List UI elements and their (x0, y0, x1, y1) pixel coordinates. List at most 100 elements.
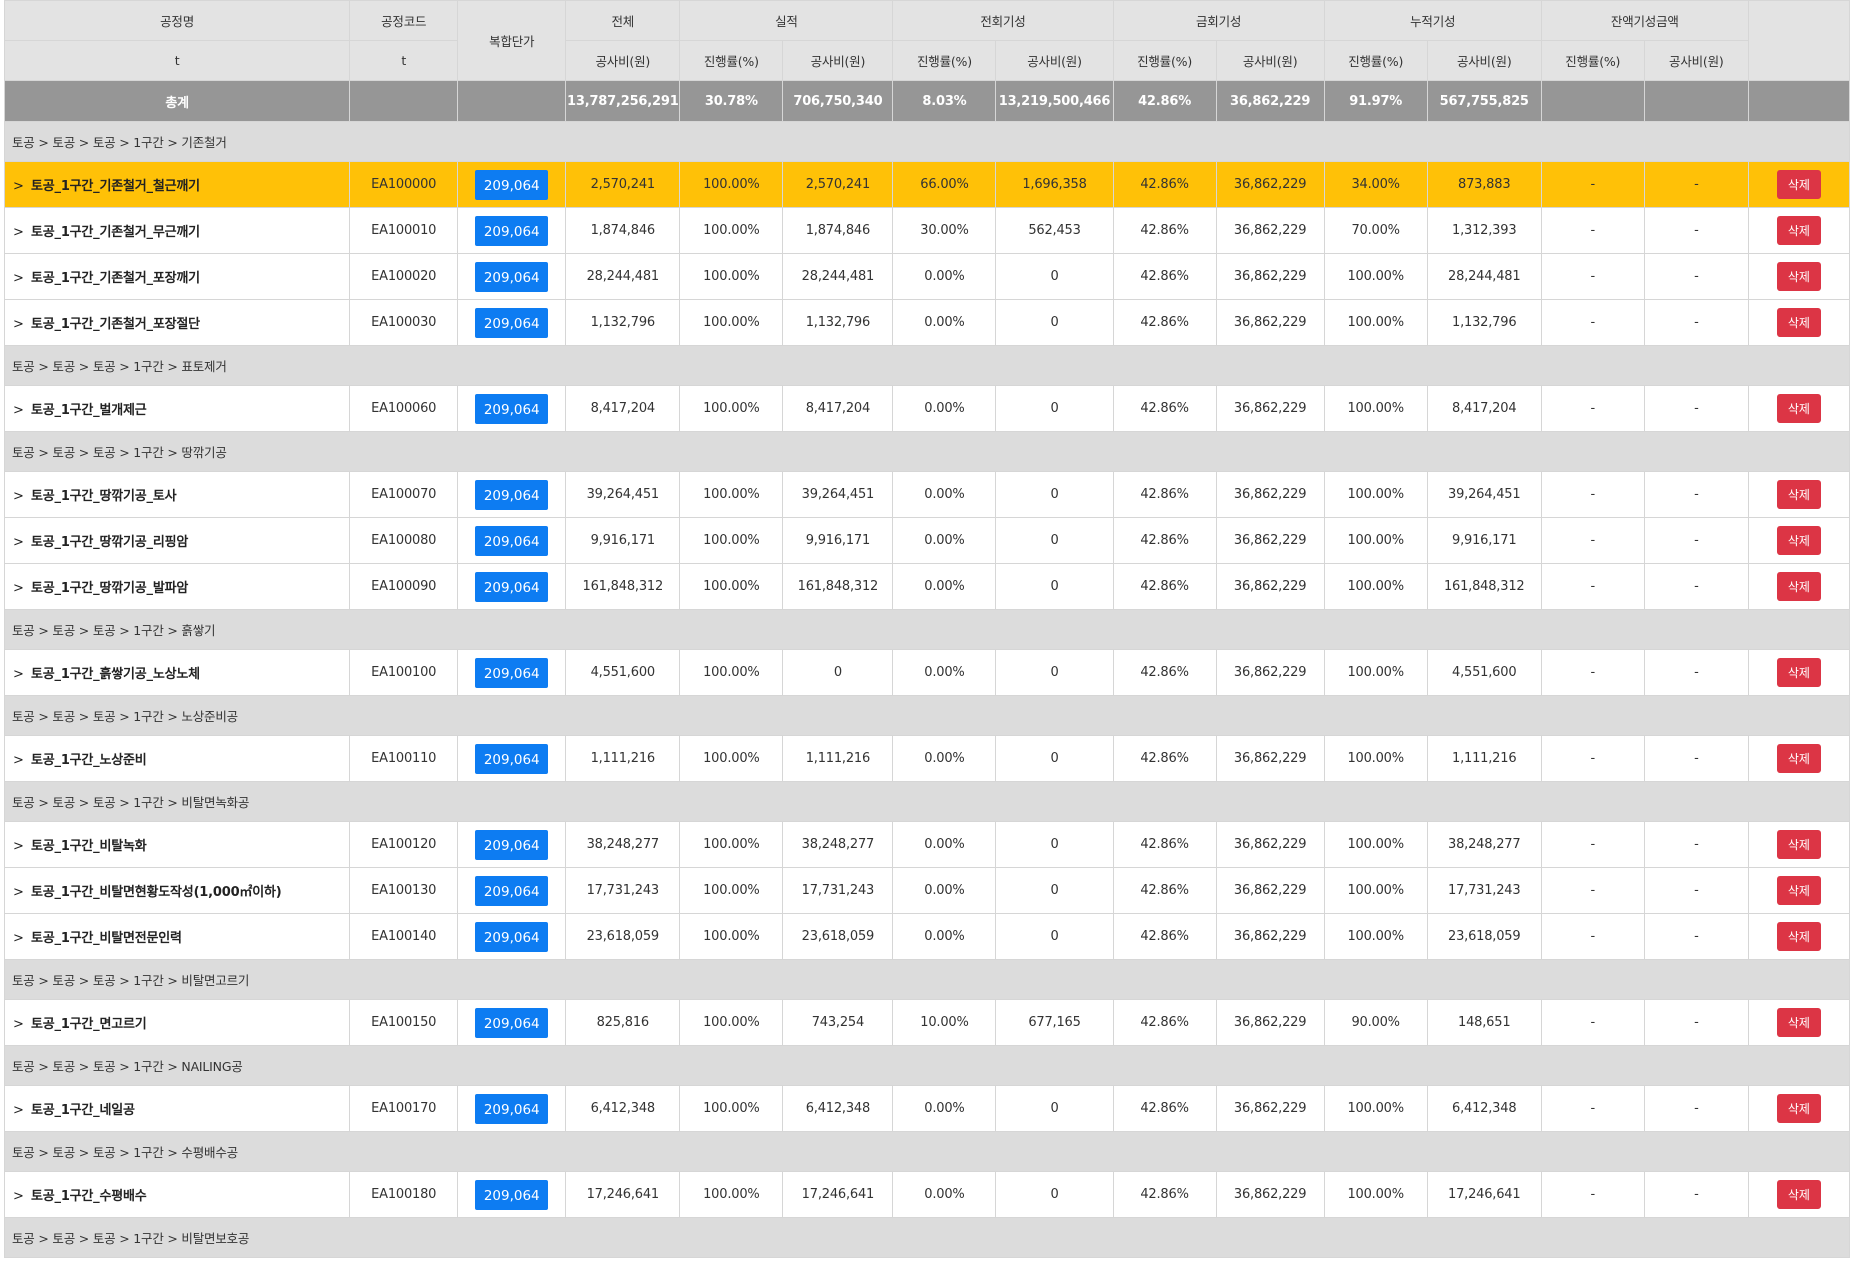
delete-button[interactable]: 삭제 (1776, 170, 1821, 199)
delete-button[interactable]: 삭제 (1776, 480, 1821, 509)
prev-progress: 0.00% (892, 253, 997, 300)
table-row[interactable]: > 토공_1구간_땅깎기공_발파암 EA100090 209,064 161,848,3… (3, 563, 1850, 610)
composite-unit-price-button[interactable]: 209,064 (475, 393, 549, 424)
process-name-cell[interactable]: > 토공_1구간_벌개제근 (3, 385, 351, 432)
expand-chevron-icon[interactable]: > (13, 753, 24, 768)
table-row[interactable]: > 토공_1구간_면고르기 EA100150 209,064 825,816 100.00… (3, 999, 1850, 1046)
expand-chevron-icon[interactable]: > (13, 179, 24, 194)
cum-cost: 148,651 (1426, 999, 1542, 1046)
expand-chevron-icon[interactable]: > (13, 1017, 24, 1032)
composite-unit-price-button[interactable]: 209,064 (475, 743, 549, 774)
delete-button[interactable]: 삭제 (1776, 394, 1821, 423)
expand-chevron-icon[interactable]: > (13, 1103, 24, 1118)
expand-chevron-icon[interactable]: > (13, 885, 24, 900)
table-row[interactable]: > 토공_1구간_비탈녹화 EA100120 209,064 38,248,277 100… (3, 821, 1850, 868)
table-row[interactable]: > 토공_1구간_수평배수 EA100180 209,064 17,246,641 100… (3, 1171, 1850, 1218)
delete-button[interactable]: 삭제 (1776, 830, 1821, 859)
table-row[interactable]: > 토공_1구간_비탈면전문인력 EA100140 209,064 23,618,059… (3, 913, 1850, 960)
process-name-cell[interactable]: > 토공_1구간_땅깎기공_토사 (3, 471, 351, 518)
actions-cell: 삭제 (1747, 385, 1850, 432)
expand-chevron-icon[interactable]: > (13, 931, 24, 946)
process-name-cell[interactable]: > 토공_1구간_땅깎기공_발파암 (3, 563, 351, 610)
table-row[interactable]: > 토공_1구간_땅깎기공_토사 EA100070 209,064 39,264,451… (3, 471, 1850, 518)
expand-chevron-icon[interactable]: > (13, 535, 24, 550)
process-name-cell[interactable]: > 토공_1구간_네일공 (3, 1085, 351, 1132)
delete-button[interactable]: 삭제 (1776, 1008, 1821, 1037)
prev-progress: 0.00% (892, 517, 997, 564)
process-name-cell[interactable]: > 토공_1구간_비탈녹화 (3, 821, 351, 868)
process-code: EA100020 (349, 253, 459, 300)
table-row[interactable]: > 토공_1구간_벌개제근 EA100060 209,064 8,417,204 100.… (3, 385, 1850, 432)
process-name-cell[interactable]: > 토공_1구간_땅깎기공_리핑암 (3, 517, 351, 564)
cur-progress: 42.86% (1112, 999, 1217, 1046)
prev-cost: 0 (995, 517, 1114, 564)
process-name-cell[interactable]: > 토공_1구간_수평배수 (3, 1171, 351, 1218)
cum-progress: 100.00% (1323, 913, 1428, 960)
table-row[interactable]: > 토공_1구간_땅깎기공_리핑암 EA100080 209,064 9,916,171… (3, 517, 1850, 564)
expand-chevron-icon[interactable]: > (13, 581, 24, 596)
expand-chevron-icon[interactable]: > (13, 403, 24, 418)
subheader-prev-progress: 진행률(%) (892, 40, 997, 81)
table-row[interactable]: > 토공_1구간_기존철거_철근깨기 EA100000 209,064 2,570,24… (3, 161, 1850, 208)
table-row[interactable]: > 토공_1구간_흙쌓기공_노상노체 EA100100 209,064 4,551,60… (3, 649, 1850, 696)
process-name-cell[interactable]: > 토공_1구간_흙쌓기공_노상노체 (3, 649, 351, 696)
process-name-cell[interactable]: > 토공_1구간_기존철거_무근깨기 (3, 207, 351, 254)
composite-unit-price-button[interactable]: 209,064 (475, 1179, 549, 1210)
composite-unit-price-button[interactable]: 209,064 (475, 169, 549, 200)
expand-chevron-icon[interactable]: > (13, 839, 24, 854)
delete-button[interactable]: 삭제 (1776, 922, 1821, 951)
composite-unit-price-button[interactable]: 209,064 (475, 479, 549, 510)
process-name-cell[interactable]: > 토공_1구간_면고르기 (3, 999, 351, 1046)
delete-button[interactable]: 삭제 (1776, 572, 1821, 601)
table-row[interactable]: > 토공_1구간_기존철거_포장절단 EA100030 209,064 1,132,79… (3, 299, 1850, 346)
remaining-progress: - (1540, 999, 1645, 1046)
delete-button[interactable]: 삭제 (1776, 658, 1821, 687)
composite-unit-price-button[interactable]: 209,064 (475, 525, 549, 556)
delete-button[interactable]: 삭제 (1776, 262, 1821, 291)
expand-chevron-icon[interactable]: > (13, 1189, 24, 1204)
composite-unit-price-button[interactable]: 209,064 (475, 215, 549, 246)
table-row[interactable]: > 토공_1구간_노상준비 EA100110 209,064 1,111,216 100.… (3, 735, 1850, 782)
cur-cost: 36,862,229 (1215, 207, 1325, 254)
composite-unit-price-button[interactable]: 209,064 (475, 571, 549, 602)
table-row[interactable]: > 토공_1구간_기존철거_포장깨기 EA100020 209,064 28,244,4… (3, 253, 1850, 300)
process-name-cell[interactable]: > 토공_1구간_비탈면전문인력 (3, 913, 351, 960)
table-row[interactable]: > 토공_1구간_기존철거_무근깨기 EA100010 209,064 1,874,84… (3, 207, 1850, 254)
composite-unit-price-button[interactable]: 209,064 (475, 1007, 549, 1038)
composite-unit-price-button[interactable]: 209,064 (475, 875, 549, 906)
delete-button[interactable]: 삭제 (1776, 744, 1821, 773)
process-name-cell[interactable]: > 토공_1구간_기존철거_철근깨기 (3, 161, 351, 208)
composite-unit-price-button[interactable]: 209,064 (475, 829, 549, 860)
cum-progress: 100.00% (1323, 867, 1428, 914)
composite-unit-price-button[interactable]: 209,064 (475, 261, 549, 292)
process-name-cell[interactable]: > 토공_1구간_노상준비 (3, 735, 351, 782)
table-row[interactable]: > 토공_1구간_비탈면현황도작성(1,000㎡이하) EA100130 209,06… (3, 867, 1850, 914)
composite-unit-price-button[interactable]: 209,064 (475, 657, 549, 688)
process-name-cell[interactable]: > 토공_1구간_기존철거_포장깨기 (3, 253, 351, 300)
delete-button[interactable]: 삭제 (1776, 308, 1821, 337)
total-cost: 4,551,600 (565, 649, 681, 696)
cum-cost: 873,883 (1426, 161, 1542, 208)
expand-chevron-icon[interactable]: > (13, 271, 24, 286)
composite-unit-price-button[interactable]: 209,064 (475, 921, 549, 952)
delete-button[interactable]: 삭제 (1776, 876, 1821, 905)
remaining-cost: - (1643, 471, 1749, 518)
group-breadcrumb: 토공 > 토공 > 토공 > 1구간 > 수평배수공 (4, 1131, 1850, 1172)
table-row[interactable]: > 토공_1구간_네일공 EA100170 209,064 6,412,348 100.0… (3, 1085, 1850, 1132)
process-name-cell[interactable]: > 토공_1구간_비탈면현황도작성(1,000㎡이하) (3, 867, 351, 914)
delete-button[interactable]: 삭제 (1776, 1094, 1821, 1123)
expand-chevron-icon[interactable]: > (13, 667, 24, 682)
prev-progress: 0.00% (892, 1171, 997, 1218)
expand-chevron-icon[interactable]: > (13, 225, 24, 240)
delete-button[interactable]: 삭제 (1776, 216, 1821, 245)
process-name-cell[interactable]: > 토공_1구간_기존철거_포장절단 (3, 299, 351, 346)
composite-unit-price-button[interactable]: 209,064 (475, 307, 549, 338)
delete-button[interactable]: 삭제 (1776, 1180, 1821, 1209)
expand-chevron-icon[interactable]: > (13, 317, 24, 332)
expand-chevron-icon[interactable]: > (13, 489, 24, 504)
delete-button[interactable]: 삭제 (1776, 526, 1821, 555)
process-name: 토공_1구간_기존철거_무근깨기 (31, 225, 200, 240)
composite-unit-price-button[interactable]: 209,064 (475, 1093, 549, 1124)
cum-progress: 100.00% (1323, 735, 1428, 782)
cur-cost: 36,862,229 (1215, 867, 1325, 914)
